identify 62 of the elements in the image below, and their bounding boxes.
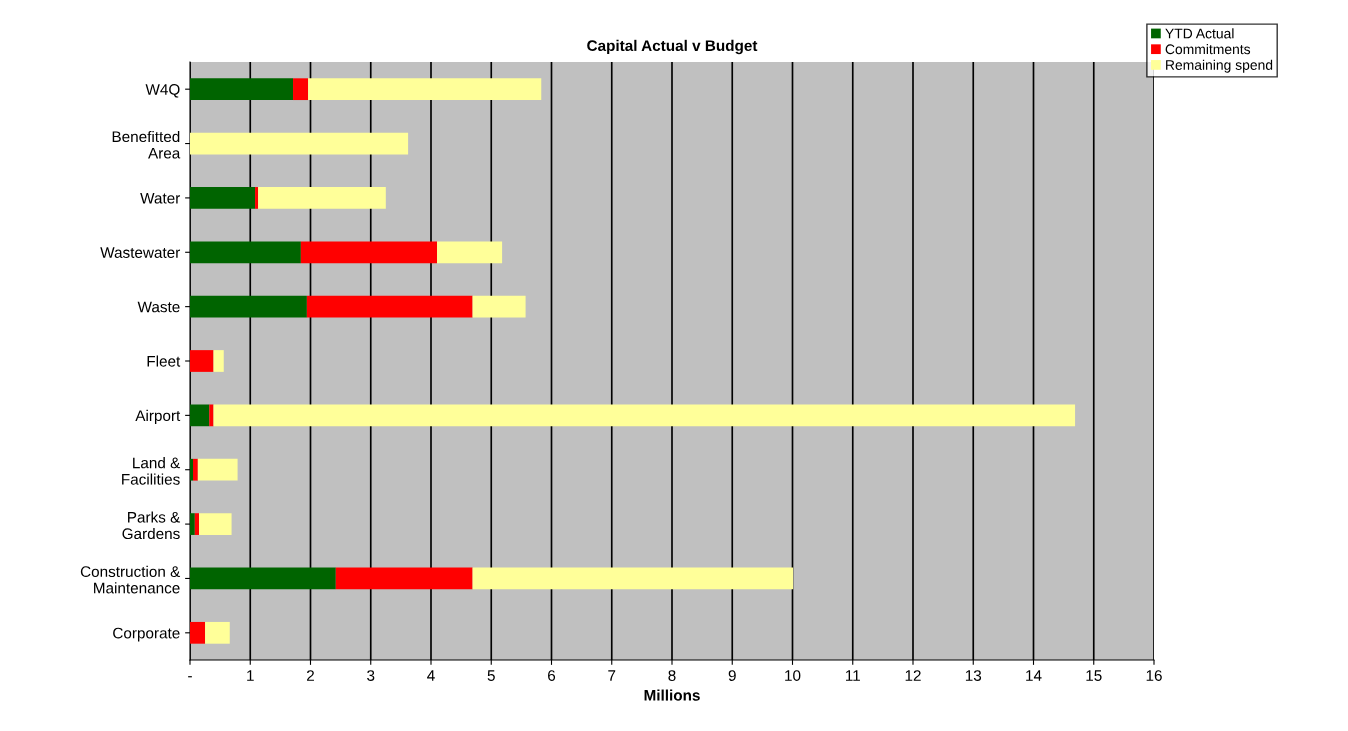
y-tick-label: Airport [135,409,181,425]
y-tick-label: Benefitted Area [112,130,181,159]
bar [194,513,200,535]
x-tick-label: 12 [905,670,921,681]
bar [190,350,214,372]
bar [190,187,256,209]
bar [209,404,214,427]
x-tick-label: - [188,676,192,678]
bar [197,458,238,481]
bar [205,621,230,644]
y-tick-label: Wastewater [100,247,181,258]
x-tick-label: 5 [487,670,495,681]
bar [190,567,336,590]
x-tick-label: 10 [785,670,801,681]
y-tick-label: Fleet [147,355,181,367]
bar [190,295,307,318]
bar [335,567,473,590]
x-tick-label: 3 [367,670,375,681]
chart-title: Capital Actual v Budget [587,39,758,55]
x-tick-label: 2 [307,670,314,681]
bar [190,621,206,644]
bar [190,78,294,101]
x-tick-label: 14 [1026,670,1042,681]
bar [306,295,473,318]
bar [437,241,503,264]
bar [213,404,1076,427]
bar [193,458,198,481]
bar [308,78,542,101]
bar [190,241,301,264]
x-tick-label: 4 [427,670,435,681]
legend-label: Commitments [1165,43,1251,55]
x-tick-label: 16 [1146,670,1162,681]
x-tick-label: 6 [548,670,556,681]
x-tick-label: 13 [965,670,982,681]
x-tick-label: 8 [668,670,676,681]
y-tick-label: Construction & Maintenance [80,565,181,594]
bar [199,513,232,535]
bar [472,295,526,318]
x-tick-label: 1 [247,670,254,681]
y-tick-label: Land & Facilities [122,457,181,485]
x-axis-title: Millions [644,689,700,701]
bar [190,132,409,155]
bar [293,78,309,101]
x-tick-label: 9 [728,670,736,681]
bar [190,404,210,427]
bar [472,567,794,590]
bar [258,187,386,209]
y-tick-label: Waste [137,301,180,313]
x-tick-label: 7 [608,670,616,681]
legend-label: Remaining spend [1166,59,1273,73]
bar [190,458,194,481]
bar [213,350,224,372]
y-tick-label: W4Q [145,84,180,98]
bar [190,513,195,535]
y-tick-label: Water [140,192,181,204]
y-tick-label: Corporate [113,627,180,642]
y-tick-label: Parks & Gardens [122,511,181,540]
x-tick-label: 11 [845,670,860,681]
legend-label: YTD Actual [1165,28,1234,39]
bar [300,241,438,264]
x-tick-label: 15 [1086,670,1102,681]
bar [255,187,259,209]
